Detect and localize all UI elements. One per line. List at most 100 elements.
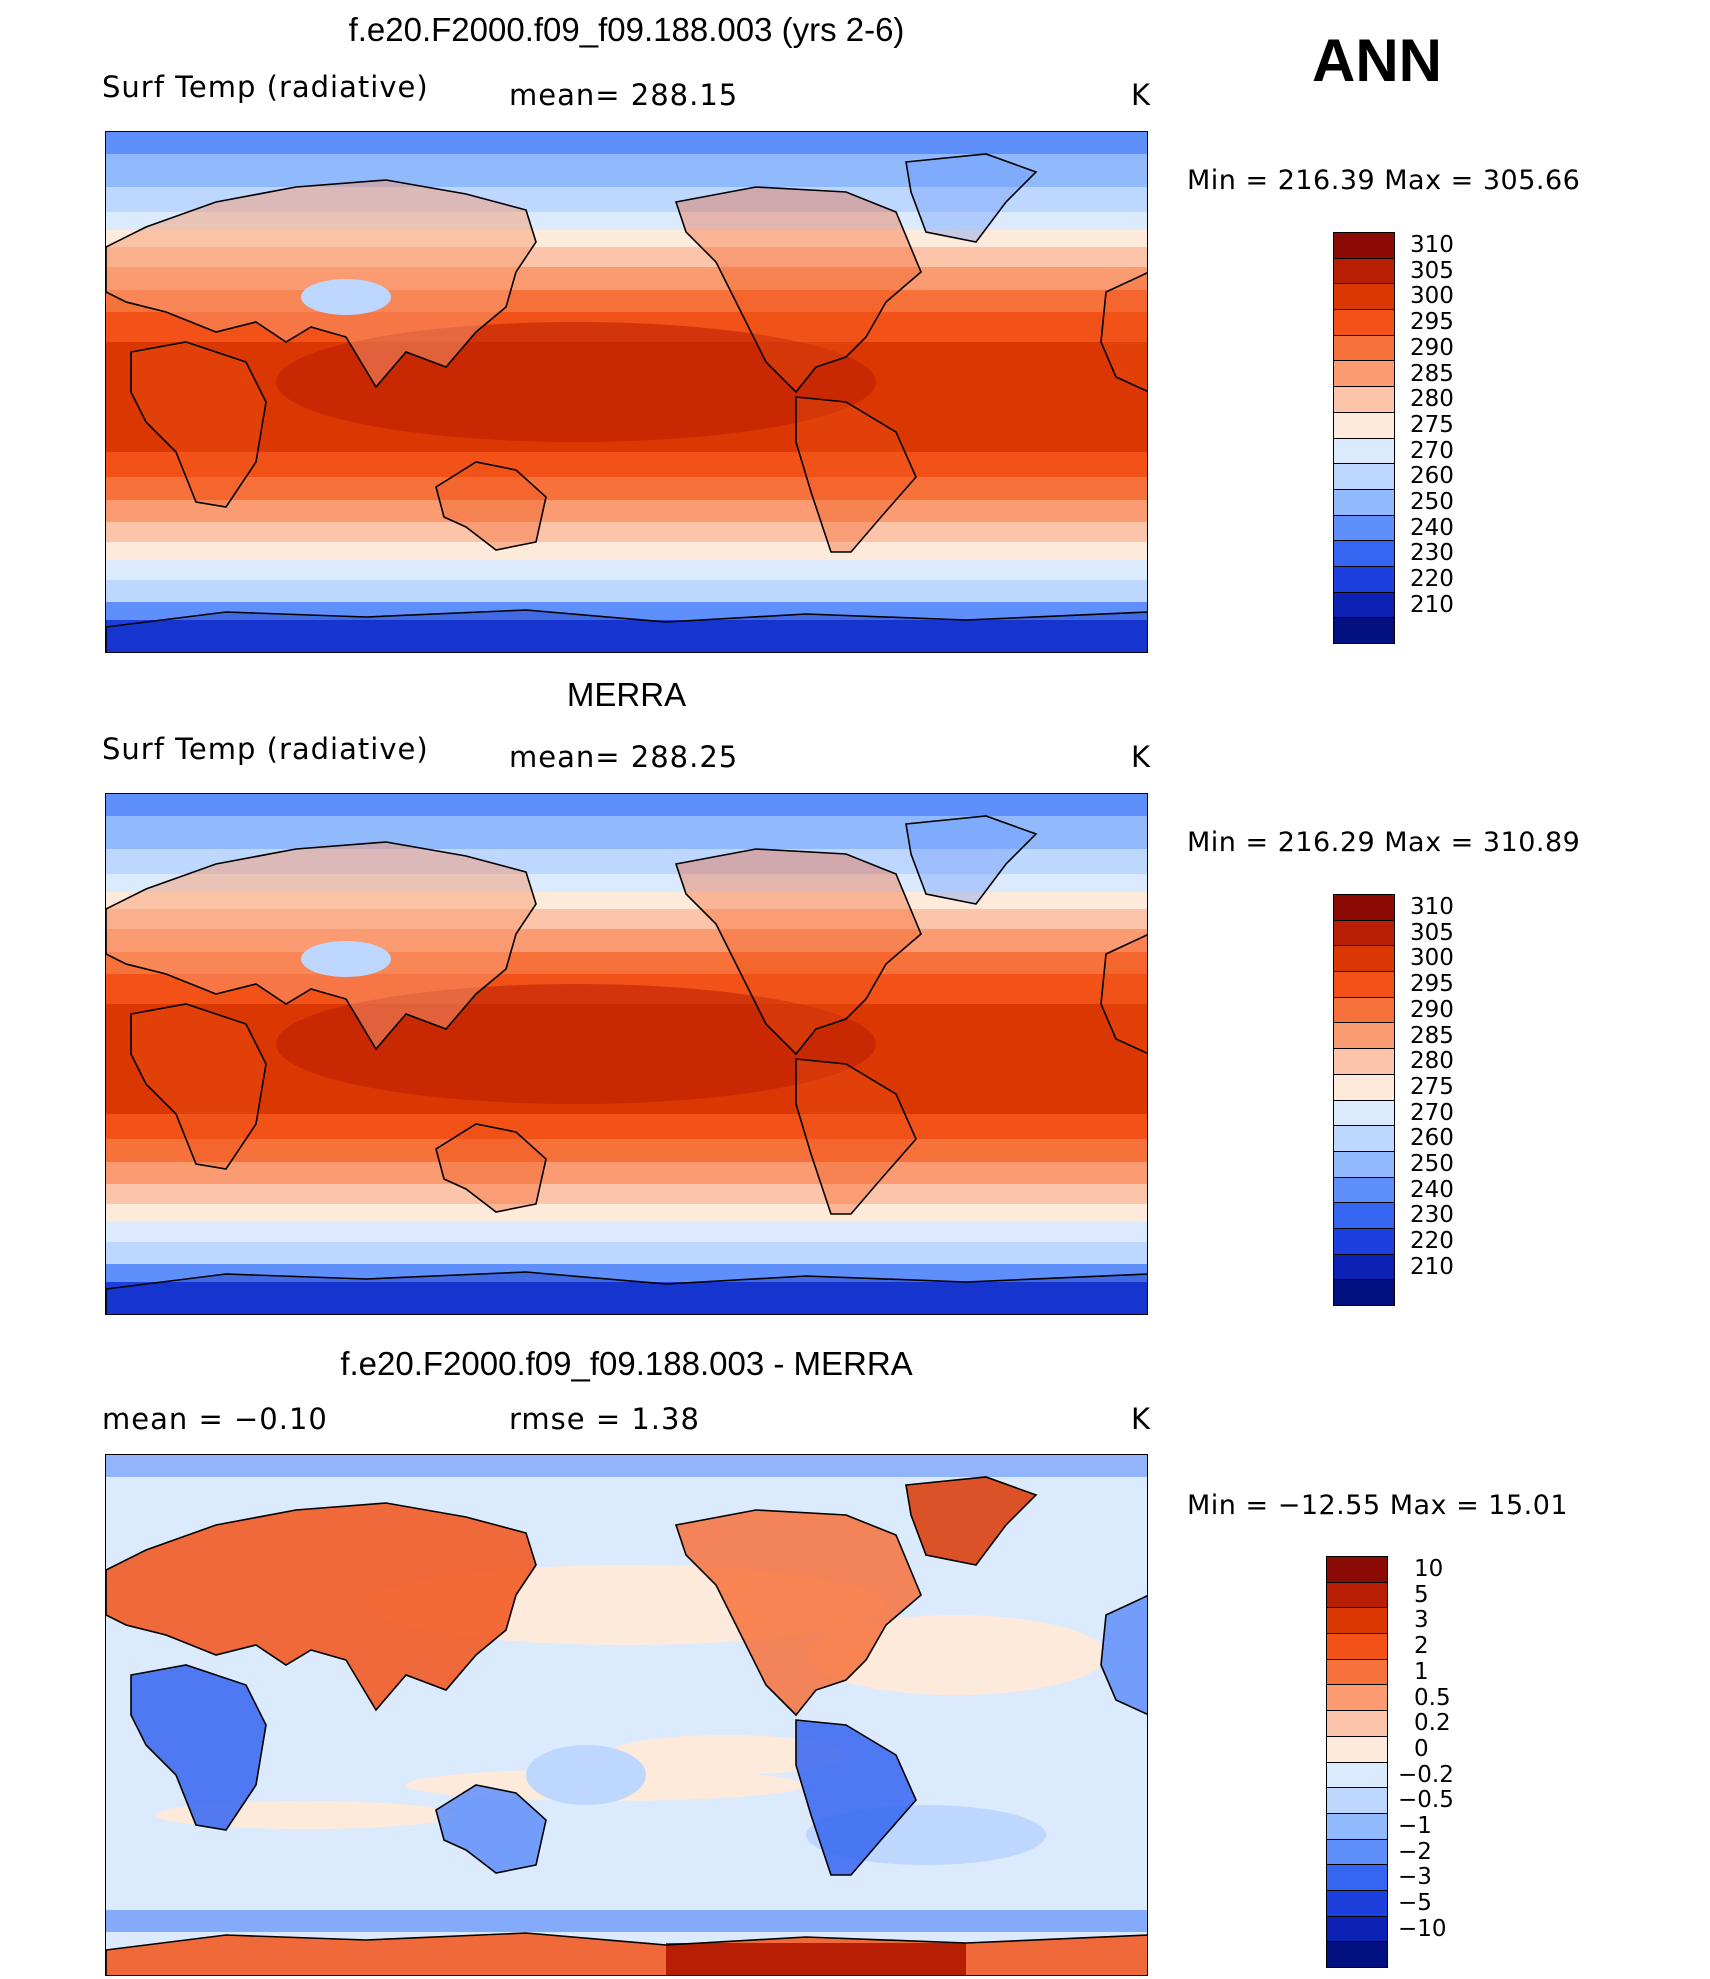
colorbar-tick-label: 290: [1410, 996, 1454, 1023]
colorbar-tick-label: 300: [1410, 283, 1454, 310]
latitude-band: [106, 1162, 1147, 1184]
land-tint: [1101, 272, 1147, 392]
colorbar-swatch: [1334, 565, 1394, 592]
colorbar-swatch: [1334, 617, 1394, 643]
colorbar-swatch: [1334, 437, 1394, 464]
latitude-band: [106, 1114, 1147, 1139]
land-tint: [906, 816, 1036, 904]
coastline: [905, 815, 1038, 905]
coastline: [106, 179, 537, 389]
ocean-anomaly: [606, 1735, 846, 1775]
colorbar-tick-label: 1: [1414, 1658, 1429, 1685]
coastline: [674, 186, 922, 394]
colorbar-swatch: [1334, 1150, 1394, 1177]
coastline: [674, 848, 922, 1056]
latitude-band: [106, 477, 1147, 500]
colorbar-swatch: [1334, 1048, 1394, 1074]
coastline: [130, 1003, 267, 1170]
colorbar-tick-label: 210: [1410, 591, 1454, 618]
colorbar-tick-label: 305: [1410, 257, 1454, 284]
coastline: [106, 1271, 1147, 1314]
colorbar-tick-label: −2: [1398, 1838, 1432, 1865]
panel2-mean: mean= 288.25: [509, 740, 739, 774]
colorbar-tick-label: −1: [1398, 1813, 1432, 1839]
panel1-map: [105, 131, 1148, 653]
latitude-band: [106, 1184, 1147, 1204]
latitude-band: [106, 1204, 1147, 1222]
colorbar-swatch: [1334, 514, 1394, 541]
colorbar-tick-label: 300: [1410, 945, 1454, 972]
land-tint: [436, 1124, 546, 1212]
colorbar-tick-label: 275: [1410, 1073, 1454, 1100]
panel1-mean: mean= 288.15: [509, 78, 739, 112]
land-anomaly: [1101, 1595, 1147, 1715]
panel3-minmax: Min = −12.55 Max = 15.01: [1187, 1490, 1569, 1521]
latitude-band: [106, 1139, 1147, 1162]
colorbar-tick-label: 10: [1414, 1556, 1444, 1582]
colorbar-tick-label: 230: [1410, 1202, 1454, 1229]
colorbar-swatch: [1334, 488, 1394, 515]
colorbar-swatch: [1334, 411, 1394, 438]
land-tint: [676, 187, 921, 392]
coastline: [435, 461, 547, 551]
coastline: [1100, 272, 1147, 392]
colorbar-swatch: [1327, 1915, 1387, 1942]
panel3-map: [105, 1454, 1148, 1976]
colorbar-swatch: [1327, 1838, 1387, 1865]
colorbar-swatch: [1327, 1607, 1387, 1634]
ocean-anomaly: [526, 1745, 646, 1805]
colorbar-swatch: [1327, 1787, 1387, 1813]
coastline: [106, 609, 1147, 652]
panel3-rmse: rmse = 1.38: [509, 1402, 700, 1436]
land-tint: [1101, 934, 1147, 1054]
colorbar-tick-label: 250: [1410, 1151, 1454, 1177]
panel3-mean: mean = −0.10: [102, 1402, 328, 1436]
panel2-map: [105, 793, 1148, 1315]
colorbar-tick-label: 2: [1414, 1633, 1429, 1660]
latitude-band: [106, 794, 1147, 816]
colorbar-swatch: [1334, 591, 1394, 618]
colorbar-swatch: [1334, 386, 1394, 412]
coastline: [106, 1932, 1147, 1975]
colorbar-tick-label: 270: [1410, 437, 1454, 464]
colorbar-tick-label: −0.2: [1398, 1761, 1454, 1788]
coastline: [1100, 934, 1147, 1054]
colorbar-tick-label: 280: [1410, 386, 1454, 413]
land-anomaly: [796, 1720, 916, 1875]
arctic-anomaly: [106, 1455, 1147, 1477]
colorbar-tick-label: −5: [1398, 1890, 1432, 1917]
latitude-band: [106, 560, 1147, 580]
colorbar-swatch: [1334, 1279, 1394, 1305]
colorbar-tick-label: 310: [1410, 232, 1454, 258]
colorbar-tick-label: −0.5: [1398, 1787, 1454, 1814]
colorbar-tick-label: 305: [1410, 919, 1454, 946]
land-tint: [131, 342, 266, 507]
colorbar-tick-label: 250: [1410, 489, 1454, 515]
colorbar-tick-label: −10: [1398, 1915, 1447, 1942]
land-tint: [796, 397, 916, 552]
latitude-band: [106, 620, 1147, 652]
colorbar-swatch: [1327, 1557, 1387, 1582]
colorbar-tick-label: 295: [1410, 971, 1454, 998]
latitude-band: [106, 580, 1147, 602]
land-anomaly: [906, 1477, 1036, 1565]
colorbar-swatch: [1334, 895, 1394, 920]
colorbar-tick-label: 240: [1410, 514, 1454, 541]
colorbar-swatch: [1334, 1202, 1394, 1228]
colorbar-swatch: [1334, 257, 1394, 284]
colorbar-tick-label: 0.2: [1414, 1710, 1451, 1737]
coastline: [905, 1476, 1038, 1566]
land-tint: [106, 1272, 1147, 1314]
colorbar-tick-label: 5: [1414, 1581, 1429, 1608]
coastline: [795, 1058, 917, 1215]
coastline: [795, 1719, 917, 1876]
land-tint: [906, 154, 1036, 242]
panel1-field-name: Surf Temp (radiative): [102, 70, 429, 104]
panel2-units: K: [1131, 740, 1152, 774]
tibet-cold-spot: [301, 941, 391, 977]
coastline: [435, 1784, 547, 1874]
colorbar-tick-label: 285: [1410, 360, 1454, 387]
colorbar-swatch: [1327, 1761, 1387, 1788]
colorbar-swatch: [1327, 1710, 1387, 1736]
panel1-minmax: Min = 216.39 Max = 305.66: [1187, 165, 1581, 196]
